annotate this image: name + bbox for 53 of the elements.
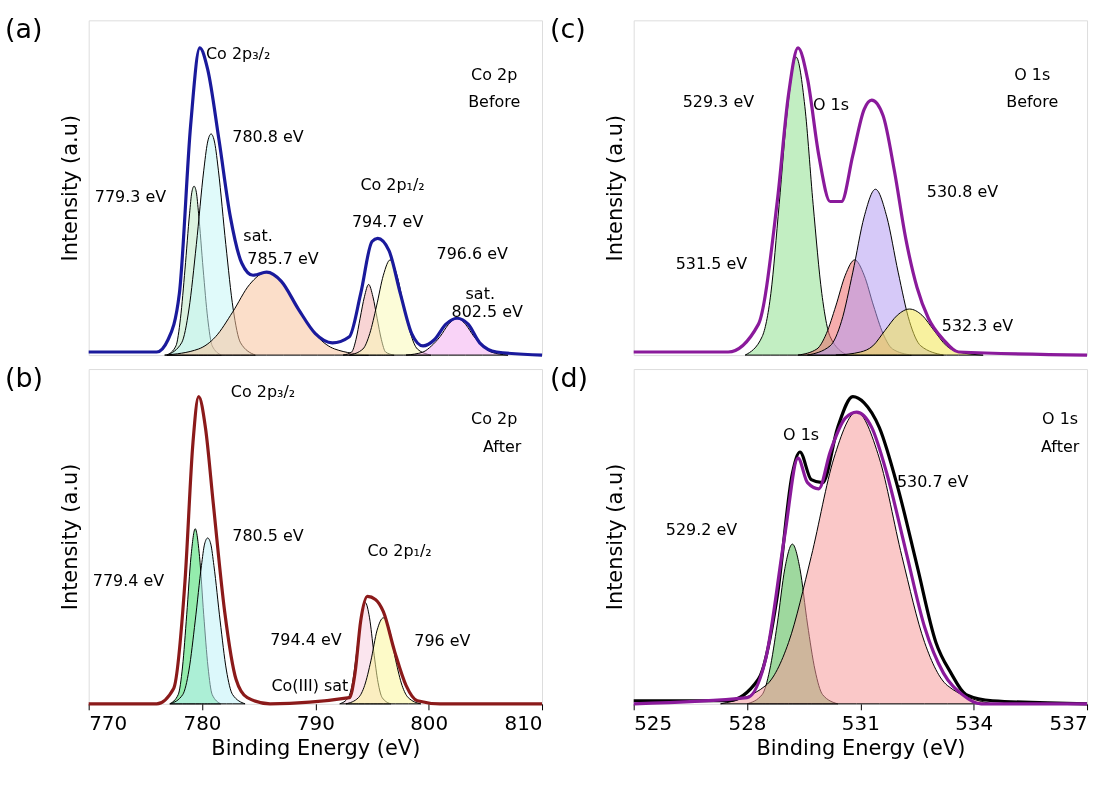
annotation: 779.4 eV — [92, 571, 165, 591]
annotation: 532.3 eV — [941, 316, 1014, 336]
annotation: After — [483, 436, 522, 456]
annotation: Co 2p — [471, 65, 518, 85]
y-axis-title: Intensity (a.u) — [58, 114, 83, 262]
y-axis-title: Intensity (a.u) — [603, 463, 628, 611]
annotation: Co 2p₃/₂ — [205, 44, 271, 64]
chart-title: (c) — [550, 13, 586, 45]
annotation: O 1s — [812, 94, 850, 114]
annotation: After — [1041, 436, 1080, 456]
annotation: sat. — [465, 284, 495, 304]
x-tick-label: 780 — [183, 712, 222, 736]
x-tick-label: 770 — [89, 712, 128, 736]
y-axis-title: Intensity (a.u) — [58, 463, 83, 611]
annotation: 779.3 eV — [94, 186, 167, 206]
annotation: Co 2p₁/₂ — [360, 174, 425, 194]
x-tick-label: 531 — [841, 712, 880, 736]
annotation: 794.4 eV — [270, 630, 342, 650]
annotation: sat. — [243, 225, 273, 245]
x-tick-label: 528 — [728, 712, 767, 736]
annotation: 796 eV — [414, 631, 471, 651]
x-tick-label: 534 — [955, 712, 994, 736]
annotation: Co 2p₃/₂ — [230, 381, 296, 401]
annotation: 802.5 eV — [451, 302, 524, 322]
x-tick-label: 810 — [504, 712, 543, 736]
annotation: 530.7 eV — [896, 471, 969, 491]
annotation: 529.2 eV — [665, 520, 738, 540]
annotation: Co(III) sat — [271, 675, 349, 695]
annotation: 531.5 eV — [675, 254, 748, 274]
x-tick-label: 537 — [1049, 712, 1088, 736]
x-axis-title: Binding Energy (eV) — [211, 736, 421, 761]
annotation: Before — [1006, 92, 1059, 111]
annotation: 529.3 eV — [682, 92, 755, 111]
x-tick-label: 525 — [634, 712, 673, 736]
x-tick-label: 800 — [410, 712, 449, 736]
annotation: 780.8 eV — [232, 126, 304, 146]
chart-title: (a) — [4, 13, 43, 45]
annotation: Before — [468, 92, 521, 111]
annotation: 530.8 eV — [926, 181, 999, 201]
y-axis-title: Intensity (a.u) — [603, 114, 628, 262]
annotation: 794.7 eV — [351, 211, 424, 231]
annotation: 785.7 eV — [247, 249, 319, 269]
annotation: O 1s — [783, 424, 820, 444]
chart-title: (b) — [4, 361, 44, 393]
annotation: 796.6 eV — [436, 244, 509, 264]
x-axis-title: Binding Energy (eV) — [756, 736, 966, 761]
annotation: O 1s — [1042, 408, 1079, 428]
chart-title: (d) — [550, 361, 589, 393]
annotation: 780.5 eV — [232, 526, 304, 546]
annotation: Co 2p — [471, 408, 518, 428]
annotation: Co 2p₁/₂ — [367, 541, 432, 561]
annotation: O 1s — [1014, 65, 1051, 85]
x-tick-label: 790 — [296, 712, 335, 736]
